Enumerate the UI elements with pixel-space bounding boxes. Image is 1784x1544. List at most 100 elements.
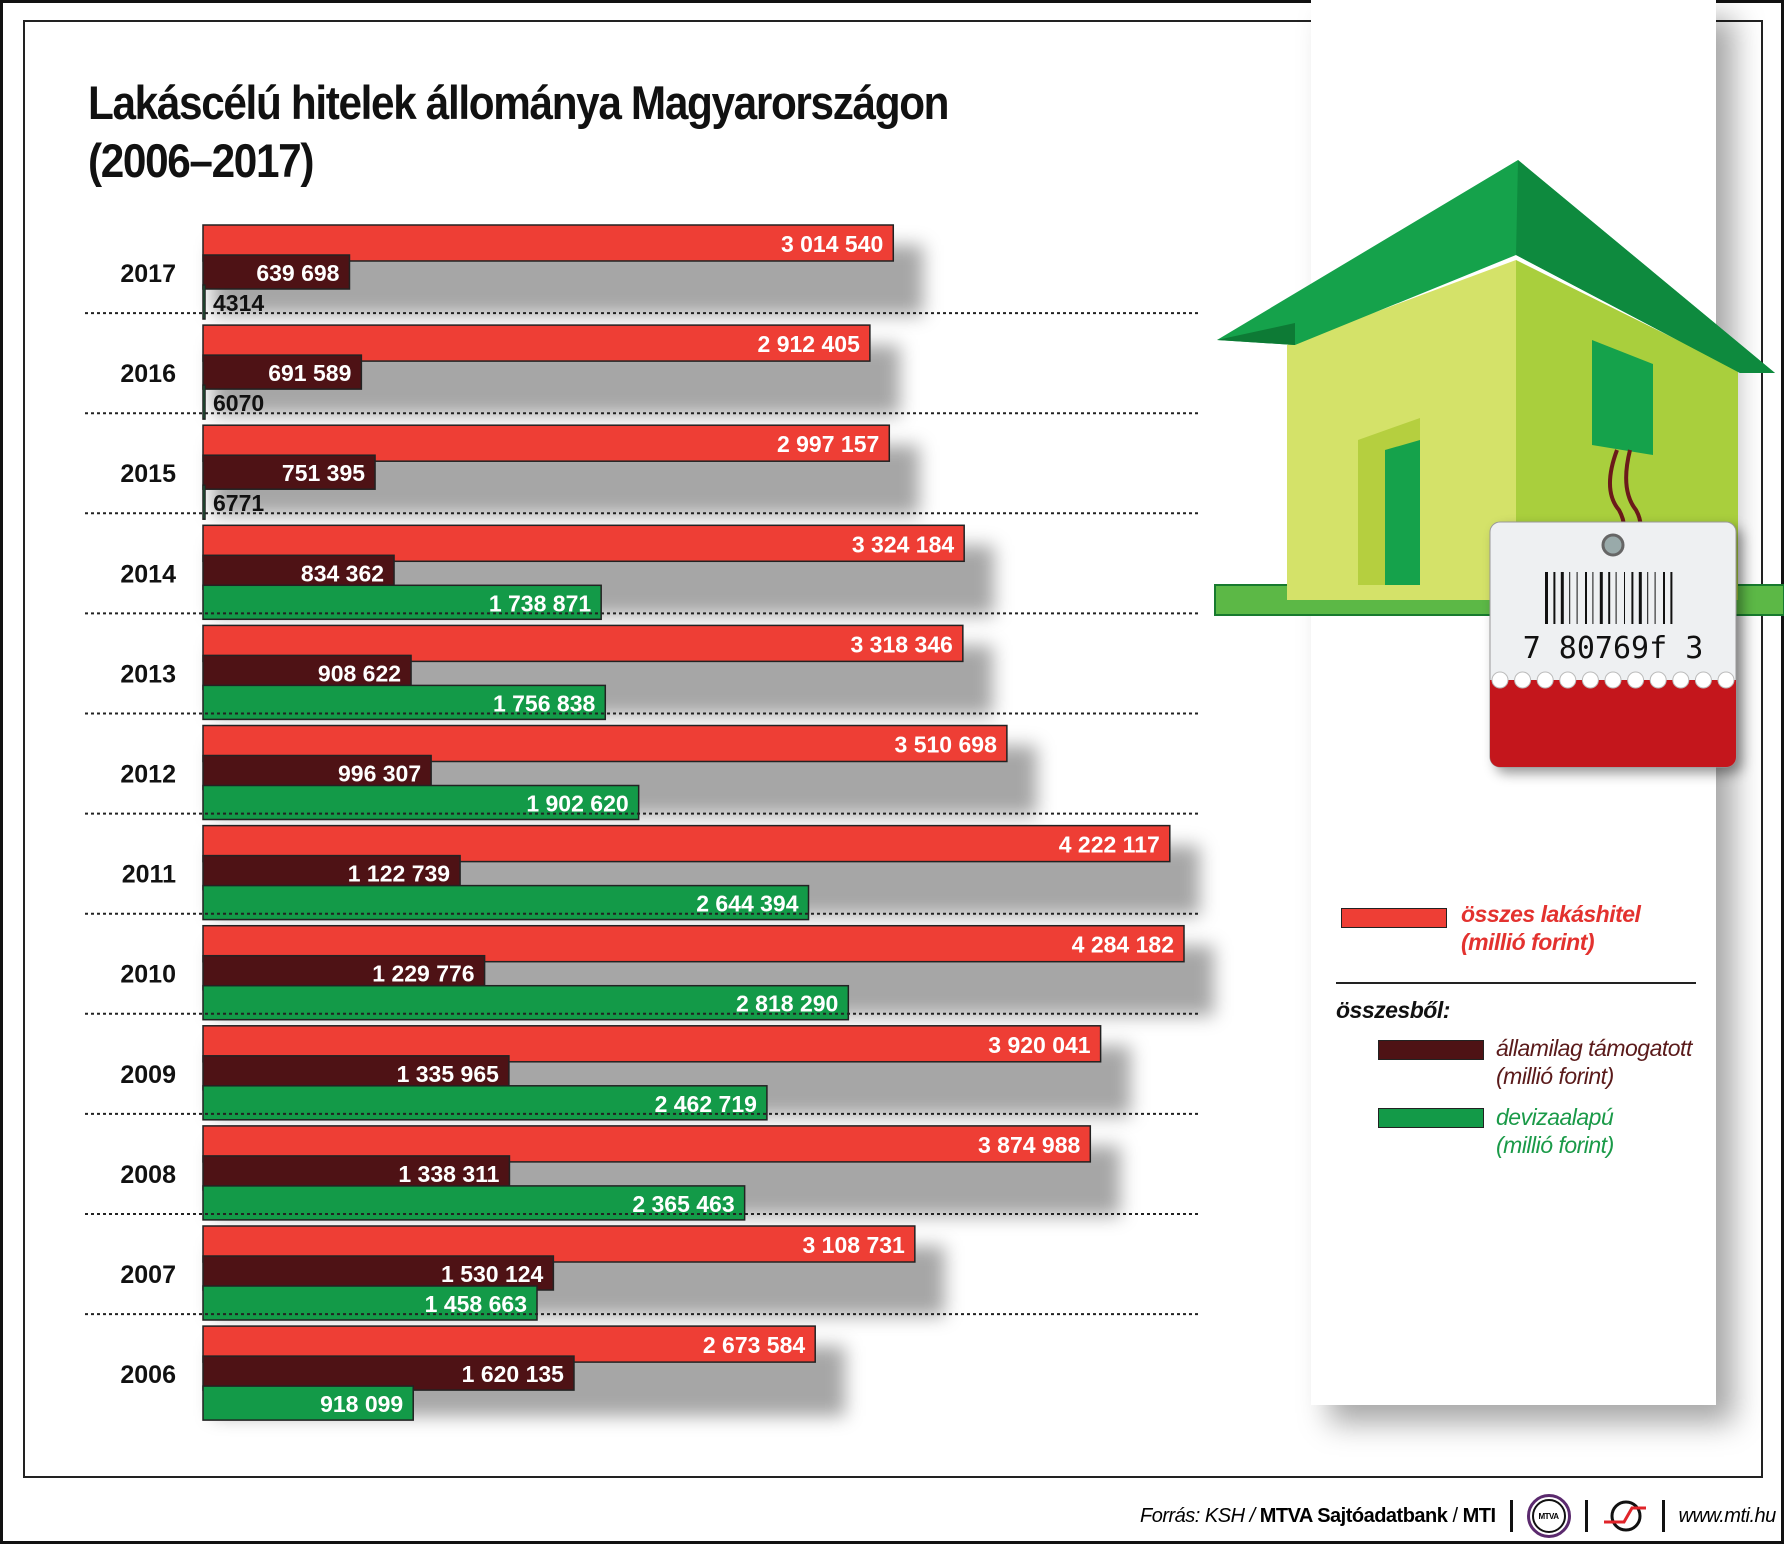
barcode-line (1654, 572, 1656, 624)
legend-swatch-state (1378, 1040, 1484, 1060)
bar-state (202, 854, 461, 891)
barcode-line (1624, 572, 1625, 624)
data-label: 2 912 405 (758, 331, 861, 357)
data-label: 2 818 290 (736, 991, 838, 1017)
data-label: 1 458 663 (425, 1291, 527, 1317)
barcode-line (1553, 572, 1556, 624)
data-label: 2 644 394 (696, 891, 799, 917)
tag-perforation (1717, 671, 1735, 689)
legend-swatch-fx (1378, 1108, 1484, 1128)
legend-total-label: összes lakáshitel (millió forint) (1461, 901, 1641, 955)
barcode-line (1608, 572, 1611, 624)
data-label: 3 510 698 (895, 732, 998, 758)
barcode-line (1631, 572, 1634, 624)
data-label: 2 997 157 (777, 431, 879, 457)
tag-perforation (1559, 671, 1577, 689)
bar-state (202, 954, 486, 991)
barcode (1545, 572, 1673, 624)
title-line-2: (2006–2017) (88, 134, 314, 187)
data-label: 918 099 (320, 1391, 403, 1417)
legend-swatch-total (1341, 908, 1447, 928)
data-label: 1 620 135 (462, 1361, 565, 1387)
year-label: 2017 (120, 260, 176, 288)
data-label: 1 335 965 (397, 1061, 500, 1087)
bar-state (202, 654, 412, 691)
data-label: 2 462 719 (655, 1091, 757, 1117)
data-label: 908 622 (318, 660, 401, 686)
barcode-line (1592, 572, 1594, 624)
data-label: 3 920 041 (988, 1032, 1091, 1058)
tag-perforation (1581, 671, 1599, 689)
website-link[interactable]: www.mti.hu (1678, 1504, 1777, 1527)
bar-state (202, 554, 395, 591)
bar-fx (202, 1185, 746, 1221)
tag-perforation (1604, 671, 1622, 689)
data-label: 6070 (213, 390, 264, 416)
legend-state-label: államilag támogatott (millió forint) (1496, 1035, 1692, 1089)
barcode-line (1576, 572, 1578, 624)
mtva-logo: MTVA (1526, 1494, 1571, 1538)
page-title: Lakáscélú hitelek állománya Magyarország… (88, 74, 950, 190)
barcode-line (1663, 572, 1665, 624)
barcode-line (1647, 572, 1649, 624)
year-label: 2015 (120, 460, 176, 488)
bar-state (202, 1355, 575, 1391)
data-label: 1 738 871 (489, 590, 592, 616)
barcode-line (1585, 572, 1587, 624)
data-label: 1 530 124 (441, 1261, 544, 1287)
barcode-line (1569, 572, 1571, 624)
bar-state (202, 1155, 511, 1191)
data-label: 4314 (213, 290, 264, 316)
year-label: 2009 (120, 1061, 176, 1089)
barcode-number: 7 80769f 3 (1523, 631, 1704, 666)
data-label: 996 307 (338, 761, 421, 787)
data-label: 2 365 463 (632, 1191, 734, 1217)
data-label: 1 338 311 (398, 1161, 499, 1187)
bar-fx (202, 384, 206, 420)
bar-fx (202, 584, 602, 621)
tag-perforation (1627, 671, 1645, 689)
year-label: 2012 (120, 761, 176, 789)
year-label: 2013 (120, 660, 176, 688)
bar-fx (202, 484, 206, 520)
barcode-line (1545, 572, 1548, 624)
legend-fx-label: devizaalapú (millió forint) (1496, 1104, 1614, 1158)
year-label: 2007 (120, 1261, 176, 1289)
data-label: 3 324 184 (852, 531, 955, 557)
year-label: 2016 (120, 360, 176, 388)
data-label: 4 222 117 (1059, 832, 1160, 858)
legend-of-which: összesből: (1336, 997, 1450, 1023)
data-label: 751 395 (282, 460, 365, 486)
year-label: 2010 (120, 961, 176, 989)
data-label: 3 014 540 (781, 231, 883, 257)
barcode-line (1638, 572, 1642, 624)
year-label: 2008 (120, 1161, 176, 1189)
bar-fx (202, 1385, 414, 1421)
bar-fx (202, 1285, 538, 1321)
bar-state (202, 254, 351, 290)
price-tag: 7 80769f 3 (1489, 521, 1737, 768)
tag-perforation (1514, 671, 1532, 689)
tag-perforation (1491, 671, 1509, 689)
bar-state (202, 754, 432, 791)
barcode-line (1560, 572, 1564, 624)
mti-logo (1603, 1500, 1646, 1532)
tag-perforation (1672, 671, 1690, 689)
bar-state (202, 454, 376, 490)
data-label: 3 874 988 (978, 1132, 1081, 1158)
separator (1509, 1500, 1513, 1532)
tag-perforation (1694, 671, 1712, 689)
bar-state (202, 354, 363, 390)
data-label: 1 902 620 (526, 791, 628, 817)
year-label: 2011 (122, 861, 176, 889)
year-label: 2006 (120, 1361, 176, 1389)
tag-perforation (1649, 671, 1667, 689)
data-label: 3 318 346 (851, 631, 953, 657)
data-label: 1 229 776 (372, 961, 474, 987)
data-label: 6771 (213, 490, 264, 516)
barcode-line (1670, 572, 1673, 624)
title-line-1: Lakáscélú hitelek állománya Magyarország… (88, 76, 950, 129)
data-label: 834 362 (301, 560, 384, 586)
